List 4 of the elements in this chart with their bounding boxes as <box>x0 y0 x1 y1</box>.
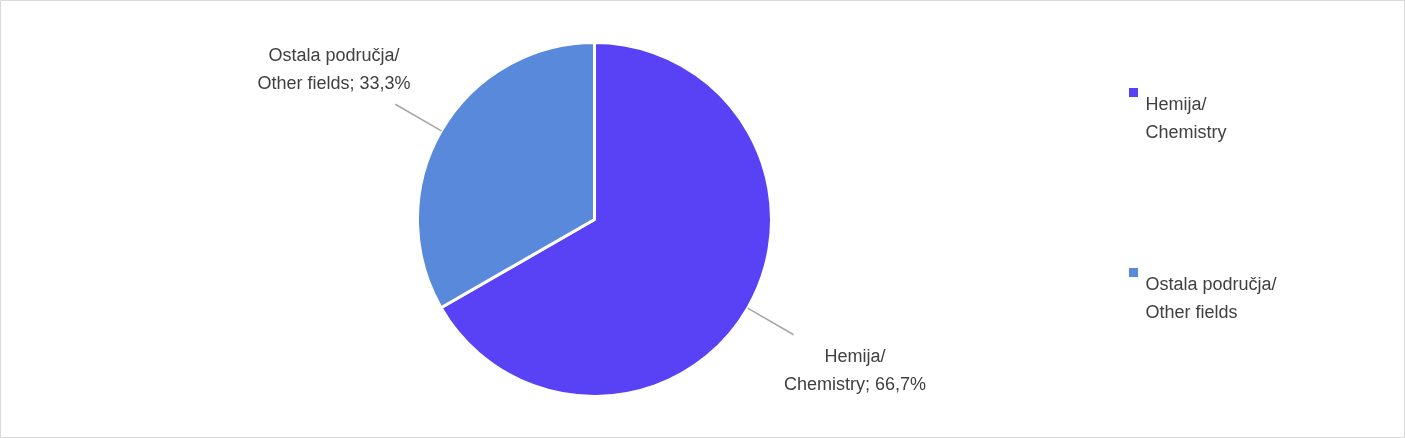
legend-label: Hemija/ Chemistry <box>1145 93 1227 142</box>
data-label: Hemija/ Chemistry; 66,7% <box>783 346 926 395</box>
legend-label: Ostala područja/ Other fields <box>1145 273 1277 322</box>
data-label: Ostala područja/ Other fields; 33,3% <box>257 44 411 93</box>
